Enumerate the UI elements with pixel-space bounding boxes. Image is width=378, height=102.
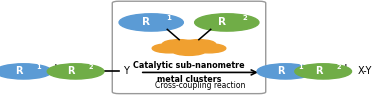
Circle shape [195,14,259,31]
Circle shape [192,44,226,53]
Text: Cross-coupling reaction: Cross-coupling reaction [155,81,246,90]
Text: Y: Y [123,66,129,76]
Circle shape [162,40,196,49]
Text: R: R [315,66,323,76]
Text: X: X [71,66,77,76]
Circle shape [47,64,104,79]
Text: 1: 1 [299,64,303,70]
FancyArrowPatch shape [143,70,256,75]
Text: +: + [51,62,61,75]
Text: R: R [68,66,75,76]
Circle shape [295,64,352,79]
Text: +: + [341,62,351,75]
Circle shape [172,46,206,55]
Text: R: R [218,17,226,27]
Text: metal clusters: metal clusters [157,75,221,84]
Text: X-Y: X-Y [357,66,372,76]
Text: 1: 1 [37,64,41,70]
Text: R: R [15,66,23,76]
Text: Catalytic sub-nanometre: Catalytic sub-nanometre [133,61,245,70]
FancyBboxPatch shape [112,1,266,94]
Text: 2: 2 [242,15,247,21]
Text: 2: 2 [89,64,93,70]
Circle shape [119,14,183,31]
Text: R: R [277,66,285,76]
Circle shape [182,40,216,49]
Circle shape [0,64,52,79]
Circle shape [257,64,314,79]
Circle shape [152,44,186,53]
Text: R: R [143,17,150,27]
Text: 2: 2 [336,64,341,70]
Text: 1: 1 [166,15,171,21]
